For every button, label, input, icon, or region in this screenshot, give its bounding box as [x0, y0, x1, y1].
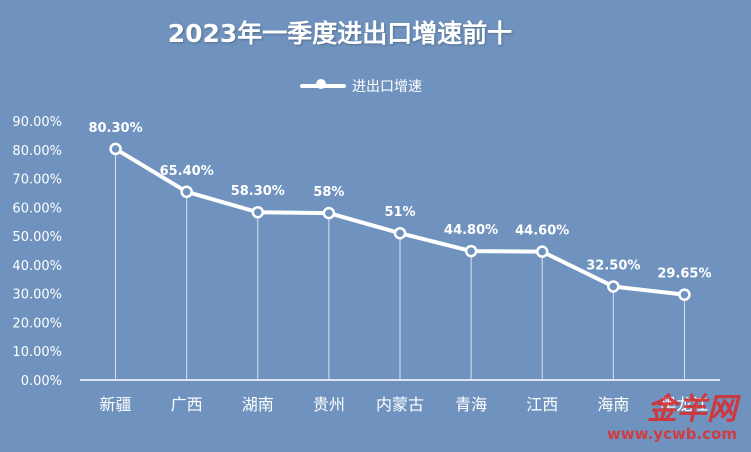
- y-tick-label: 30.00%: [12, 288, 62, 303]
- watermark: 金羊网 www.ycwb.com: [606, 392, 737, 443]
- x-tick-label: 新疆: [100, 395, 132, 414]
- data-point: [109, 142, 122, 156]
- data-label: 44.60%: [515, 224, 569, 239]
- y-tick-label: 10.00%: [12, 345, 62, 360]
- data-label: 58%: [313, 185, 344, 200]
- y-tick-label: 90.00%: [12, 115, 62, 130]
- y-tick-label: 0.00%: [21, 374, 62, 389]
- data-point: [535, 245, 549, 258]
- y-tick-label: 40.00%: [12, 259, 62, 274]
- data-label: 65.40%: [160, 164, 214, 179]
- x-tick-label: 内蒙古: [376, 395, 424, 414]
- y-tick-label: 80.00%: [12, 144, 62, 159]
- legend-line-swatch: [300, 79, 346, 89]
- y-tick-label: 50.00%: [12, 230, 62, 245]
- legend: 进出口增速: [300, 76, 422, 96]
- data-label: 44.80%: [444, 223, 498, 238]
- x-tick-label: 青海: [455, 395, 487, 414]
- data-point: [322, 206, 336, 220]
- data-point: [464, 244, 478, 258]
- data-label: 29.65%: [657, 267, 711, 282]
- legend-label: 进出口增速: [352, 79, 422, 95]
- data-label: 58.30%: [231, 184, 285, 199]
- y-tick-label: 70.00%: [12, 173, 62, 188]
- legend-marker-icon: [316, 79, 326, 89]
- x-tick-label: 贵州: [313, 395, 345, 414]
- data-point: [251, 205, 265, 219]
- data-label: 32.50%: [586, 258, 640, 273]
- y-tick-label: 60.00%: [12, 201, 62, 216]
- x-tick-label: 黑龙江: [660, 395, 708, 414]
- y-tick-label: 20.00%: [12, 316, 62, 331]
- data-label: 51%: [384, 205, 415, 220]
- chart-title: 2023年一季度进出口增速前十: [167, 19, 513, 48]
- data-point: [678, 288, 691, 301]
- watermark-url: www.ycwb.com: [606, 425, 737, 443]
- watermark-logo: 金羊网: [647, 392, 737, 427]
- x-tick-label: 海南: [597, 395, 629, 414]
- x-tick-label: 江西: [526, 395, 558, 414]
- x-tick-label: 湖南: [242, 395, 274, 414]
- data-point: [180, 185, 193, 199]
- data-point: [393, 226, 407, 240]
- x-tick-label: 广西: [171, 395, 203, 414]
- data-point: [607, 280, 620, 293]
- data-label: 80.30%: [88, 121, 142, 136]
